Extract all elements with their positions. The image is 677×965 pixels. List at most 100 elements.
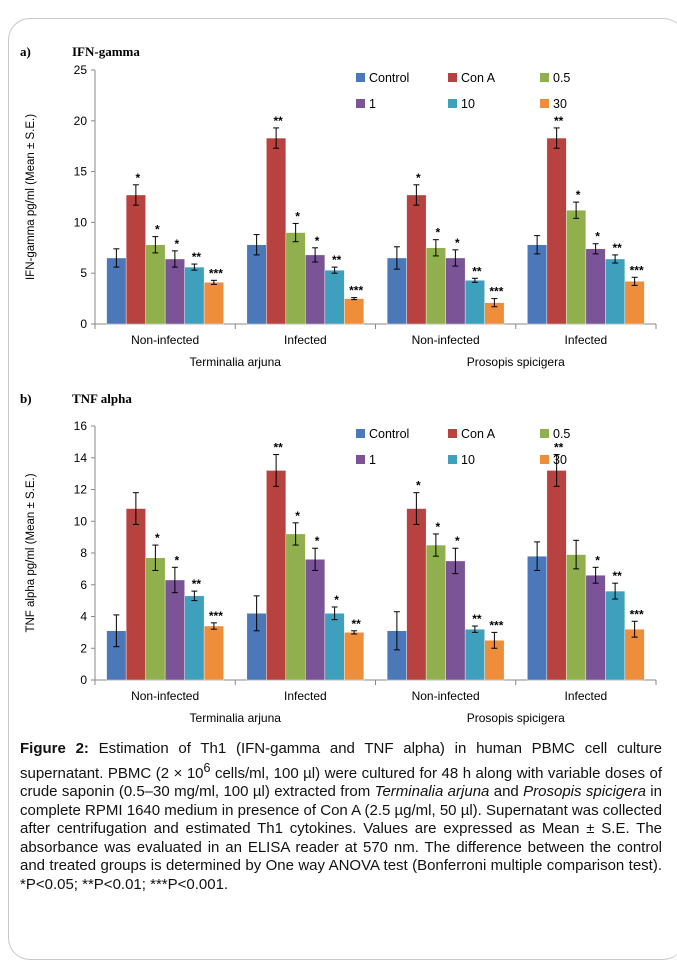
significance-label: ** (332, 253, 342, 267)
legend-label: 10 (461, 453, 475, 467)
bar-con-a (125, 508, 146, 681)
legend-label: 10 (461, 97, 475, 111)
significance-label: ** (192, 577, 202, 591)
x-category-label: Non-infected (131, 333, 199, 347)
legend-label: Con A (461, 71, 496, 85)
y-tick-label: 25 (74, 63, 88, 77)
bar-1 (305, 254, 326, 325)
legend-swatch (540, 429, 549, 438)
bar-con-a (266, 470, 287, 681)
significance-label: * (416, 171, 421, 185)
caption-text-4: in complete RPMI 1640 medium in presence… (20, 783, 662, 893)
bar-30 (624, 281, 645, 325)
significance-label: * (595, 553, 600, 567)
panel-border (8, 18, 677, 960)
legend-label: 0.5 (553, 427, 570, 441)
bar-con-a (266, 137, 287, 325)
bar-1 (585, 248, 606, 325)
significance-label: ** (612, 241, 622, 255)
significance-label: ** (192, 250, 202, 264)
y-tick-label: 15 (74, 165, 88, 179)
significance-label: ** (273, 441, 283, 455)
legend-swatch (540, 455, 549, 464)
legend-label: Con A (461, 427, 496, 441)
legend-swatch (448, 455, 457, 464)
caption-species-1: Terminalia arjuna (374, 783, 490, 800)
bar-con-a (125, 194, 146, 325)
bar-con-a (406, 194, 427, 325)
significance-label: *** (489, 618, 503, 632)
legend-label: Control (369, 71, 409, 85)
significance-label: * (175, 237, 180, 251)
bar-1 (305, 559, 326, 681)
caption-label: Figure 2: (20, 740, 89, 757)
bar-10 (184, 266, 205, 325)
y-tick-label: 14 (74, 451, 88, 465)
bar-0-5 (425, 544, 446, 681)
x-category-label: Infected (284, 333, 327, 347)
significance-label: * (455, 534, 460, 548)
significance-label: * (455, 236, 460, 250)
legend-label: 0.5 (553, 71, 570, 85)
x-category-label: Infected (565, 333, 608, 347)
bar-10 (324, 269, 345, 325)
significance-label: * (595, 230, 600, 244)
significance-label: *** (630, 607, 644, 621)
y-tick-label: 0 (80, 673, 87, 687)
significance-label: * (295, 509, 300, 523)
significance-label: * (136, 171, 141, 185)
significance-label: *** (630, 263, 644, 277)
bar-control (106, 257, 127, 325)
significance-label: * (155, 223, 160, 237)
y-tick-label: 10 (74, 514, 88, 528)
legend-swatch (540, 73, 549, 82)
y-tick-label: 16 (74, 419, 88, 433)
bar-control (527, 244, 548, 325)
y-tick-label: 12 (74, 483, 88, 497)
significance-label: * (416, 479, 421, 493)
significance-label: ** (554, 441, 564, 455)
caption-superscript: 6 (203, 760, 211, 775)
significance-label: * (175, 553, 180, 567)
legend-label: 30 (553, 453, 567, 467)
legend-label: Control (369, 427, 409, 441)
legend-swatch (356, 455, 365, 464)
significance-label: ** (351, 617, 361, 631)
bar-0-5 (145, 557, 166, 681)
bar-10 (464, 628, 485, 681)
x-category-label: Infected (284, 689, 327, 703)
bar-10 (464, 280, 485, 325)
bar-10 (605, 590, 626, 681)
bar-0-5 (285, 232, 306, 325)
caption-text-1: Estimation of Th1 (IFN-gamma and TNF alp… (20, 740, 662, 782)
figure-caption: Figure 2: Estimation of Th1 (IFN-gamma a… (20, 740, 662, 894)
bar-con-a (546, 470, 567, 681)
bar-control (527, 555, 548, 681)
legend-swatch (356, 99, 365, 108)
x-category-label: Non-infected (412, 689, 480, 703)
significance-label: * (155, 531, 160, 545)
panel-a-letter: a) (20, 44, 31, 59)
panel-b-title: TNF alpha (72, 391, 132, 406)
y-tick-label: 8 (80, 546, 87, 560)
significance-label: * (315, 534, 320, 548)
bar-10 (184, 595, 205, 681)
panel-a-title: IFN-gamma (72, 44, 140, 59)
bar-con-a (546, 137, 567, 325)
legend-label: 1 (369, 453, 376, 467)
significance-label: * (436, 520, 441, 534)
significance-label: ** (612, 569, 622, 583)
legend-swatch (448, 73, 457, 82)
x-category-label: Infected (565, 689, 608, 703)
y-axis-title: TNF alpha pg/ml (Mean ± S.E.) (25, 473, 37, 632)
panel-b-letter: b) (20, 391, 32, 406)
significance-label: *** (489, 285, 503, 299)
significance-label: * (436, 226, 441, 240)
significance-label: ** (273, 114, 283, 128)
bar-1 (164, 579, 185, 681)
significance-label: * (295, 209, 300, 223)
y-tick-label: 0 (80, 317, 87, 331)
bar-0-5 (285, 533, 306, 681)
significance-label: ** (472, 612, 482, 626)
